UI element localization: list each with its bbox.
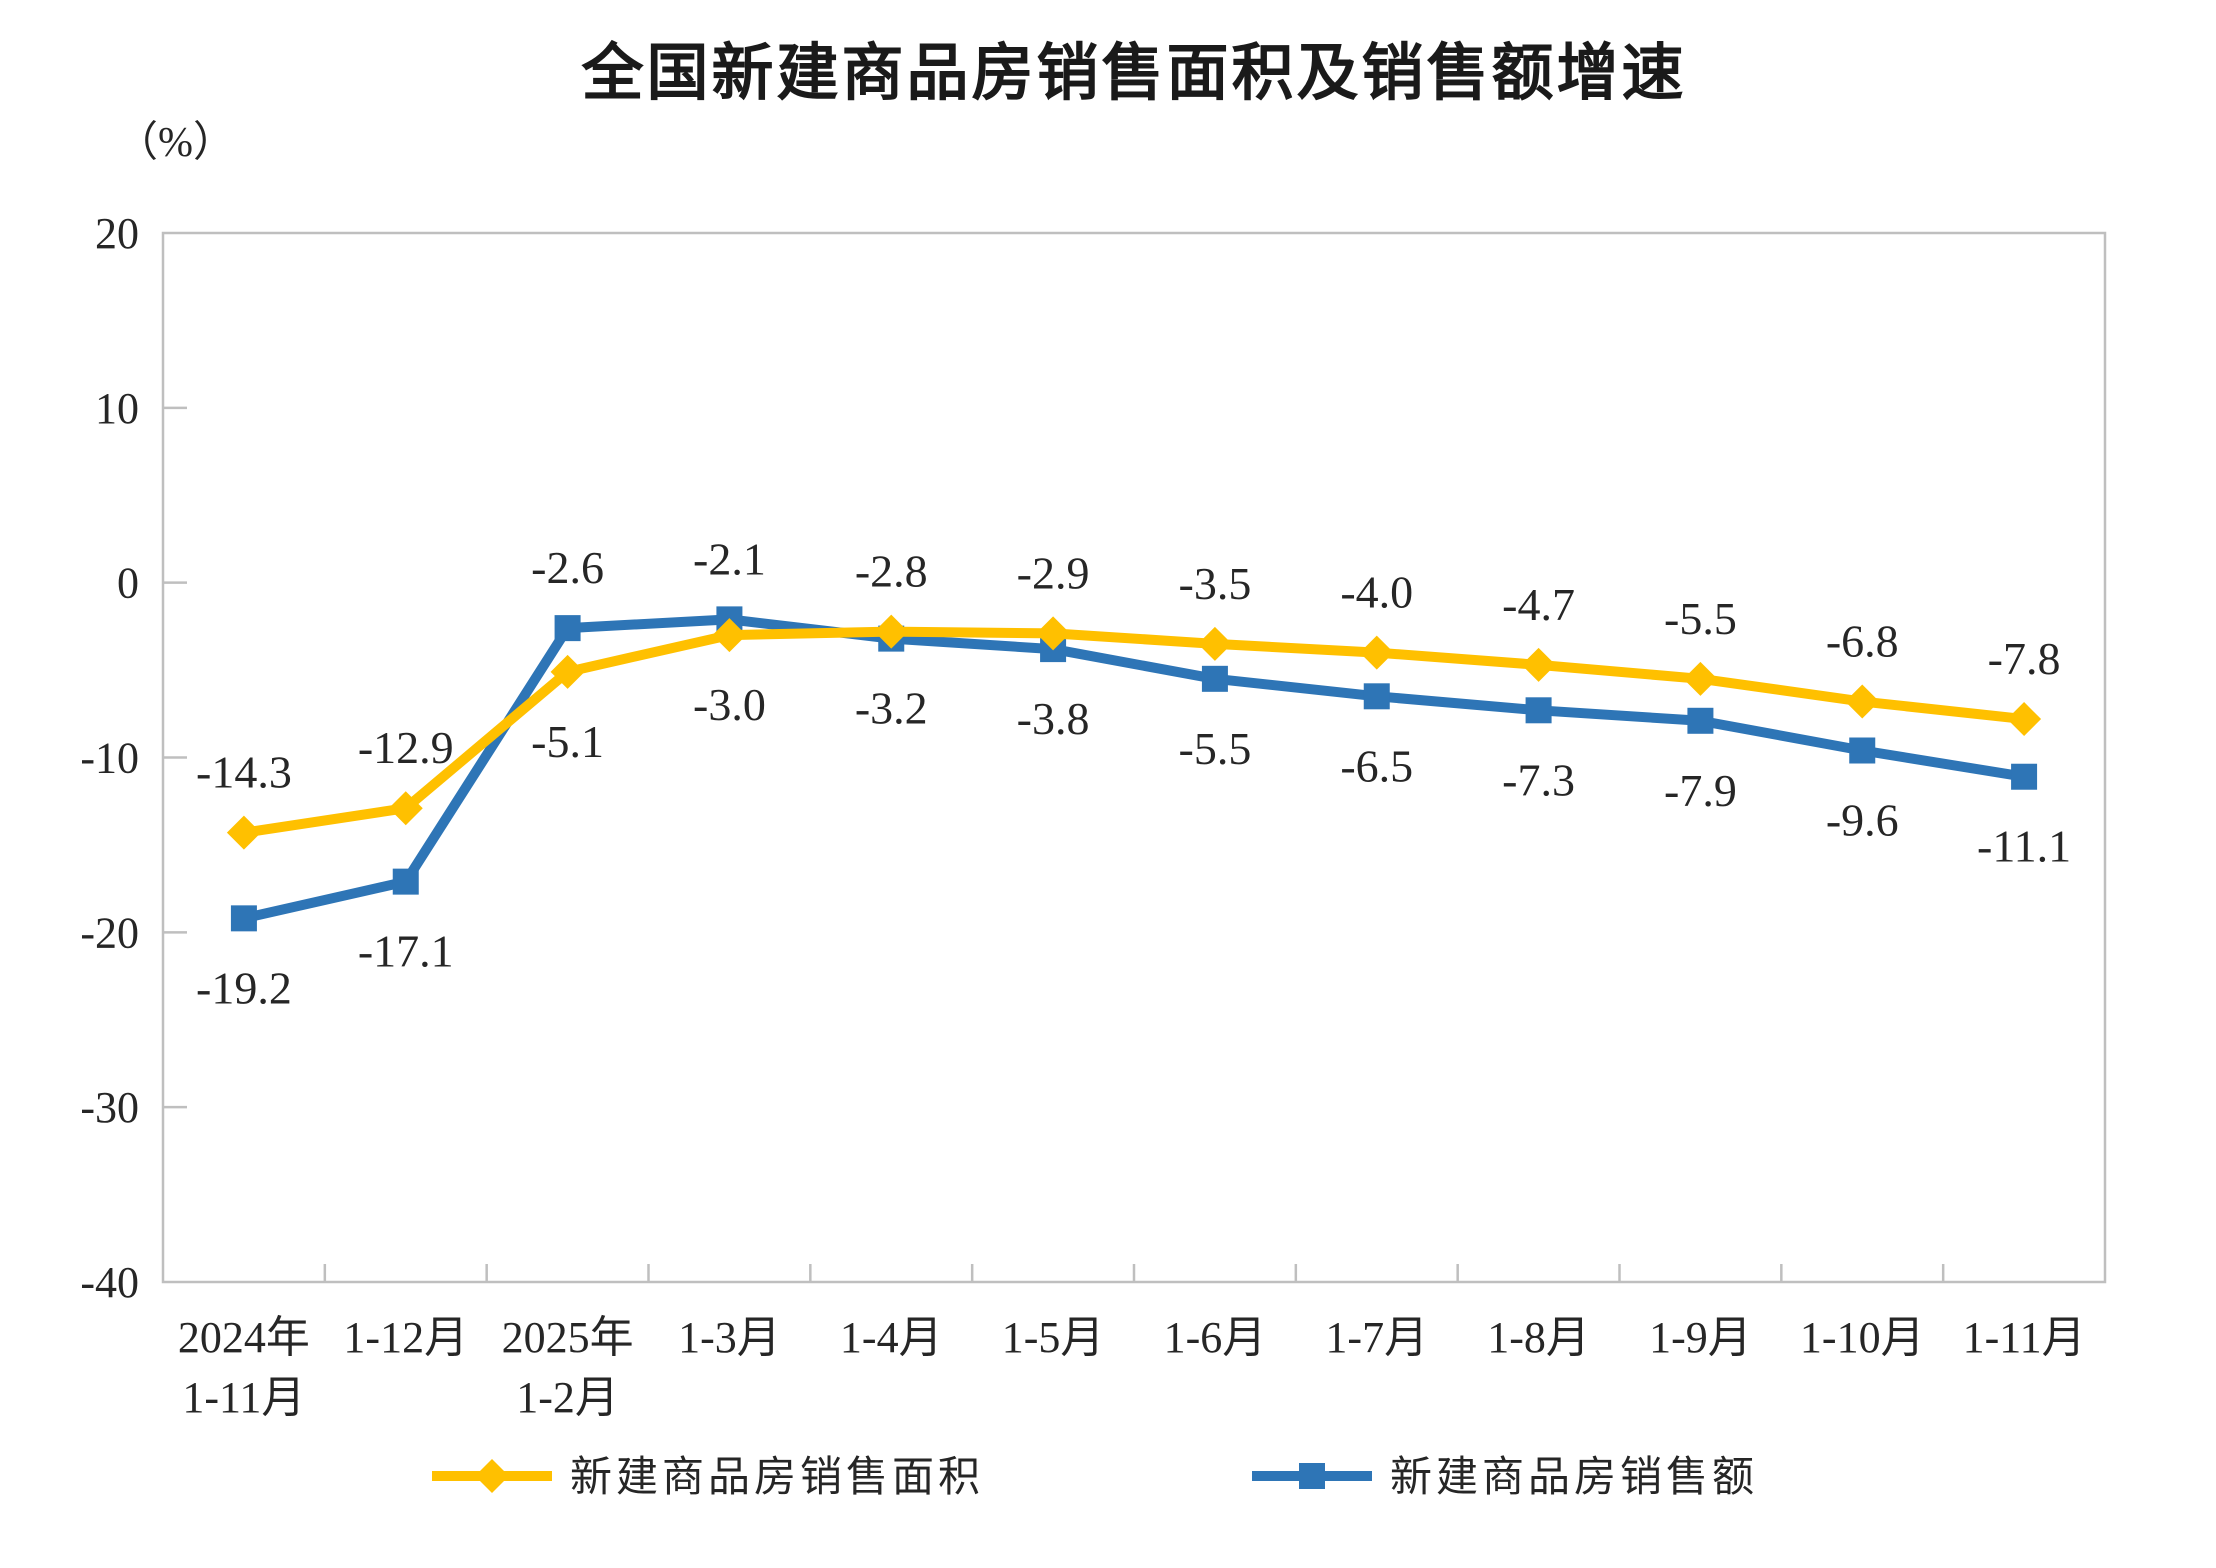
x-axis-label: 1-2月 [516,1373,619,1422]
data-point-marker [550,654,585,689]
y-axis-unit-label: （%） [116,120,235,166]
data-point-marker [226,815,261,850]
data-label: -2.9 [1017,547,1090,598]
data-point-marker [2011,763,2038,790]
x-axis-label: 1-6月 [1164,1313,1267,1362]
data-label: -3.5 [1179,558,1252,609]
data-label: -9.6 [1826,795,1899,846]
y-axis-tick-label: -10 [80,734,139,783]
data-point-marker [1845,684,1880,719]
x-axis-label: 1-11月 [1963,1313,2086,1362]
x-axis-label: 1-3月 [678,1313,781,1362]
legend-marker [475,1459,509,1493]
data-label: -14.3 [196,747,292,798]
data-point-marker [1197,626,1232,661]
data-label: -12.9 [358,722,454,773]
data-label: -19.2 [196,962,292,1013]
data-point-marker [1849,737,1876,764]
data-label: -6.8 [1826,616,1899,667]
data-label: -11.1 [1977,821,2071,872]
data-point-marker [388,791,423,826]
data-point-marker [1359,635,1394,670]
data-point-marker [554,615,581,642]
data-point-marker [2007,702,2042,737]
data-label: -3.8 [1017,693,1090,744]
data-label: -5.5 [1664,593,1737,644]
x-axis-label: 1-12月 [343,1313,468,1362]
data-point-marker [1363,683,1390,710]
x-axis-label: 1-11月 [182,1373,305,1422]
y-axis-tick-label: -20 [80,908,139,957]
legend-label: 新建商品房销售额 [1390,1455,1758,1501]
y-axis-tick-label: -30 [80,1083,139,1132]
data-point-marker [1036,616,1071,651]
data-label: -5.5 [1179,723,1252,774]
y-axis-tick-label: 20 [95,209,139,258]
data-label: -7.8 [1988,633,2061,684]
data-label: -5.1 [531,716,604,767]
data-point-marker [1687,707,1714,734]
data-point-marker [712,618,747,653]
data-point-marker [230,905,257,932]
data-label: -2.1 [693,533,766,584]
data-label: -3.0 [693,679,766,730]
x-axis-label: 1-8月 [1487,1313,1590,1362]
data-point-marker [874,614,909,649]
data-point-marker [392,868,419,895]
plot-frame [161,231,2107,1284]
data-point-marker [1201,665,1228,692]
data-label: -2.6 [531,542,604,593]
chart-title: 全国新建商品房销售面积及销售额增速 [581,39,1687,108]
data-label: -3.2 [855,683,928,734]
data-label: -4.0 [1340,567,1413,618]
y-axis-tick-label: -40 [80,1258,139,1307]
data-label: -2.8 [855,546,928,597]
x-axis-label: 1-5月 [1002,1313,1105,1362]
y-axis-tick-label: 0 [117,559,139,608]
data-label: -4.7 [1502,579,1575,630]
data-label: -7.3 [1502,754,1575,805]
x-axis-label: 1-10月 [1800,1313,1925,1362]
data-label: -7.9 [1664,765,1737,816]
x-axis-label: 1-4月 [840,1313,943,1362]
x-axis-label: 1-7月 [1325,1313,1428,1362]
series-line-新建商品房销售面积 [238,626,2030,838]
data-point-marker [1683,661,1718,696]
data-point-marker [1525,697,1552,724]
x-axis-label: 1-9月 [1649,1313,1752,1362]
x-axis-label: 2024年 [178,1313,310,1362]
series-line-新建商品房销售额 [238,614,2030,924]
data-label: -6.5 [1340,740,1413,791]
x-axis-label: 2025年 [502,1313,634,1362]
y-axis-tick-label: 10 [95,384,139,433]
legend-label: 新建商品房销售面积 [570,1455,984,1501]
data-point-marker [1521,647,1556,682]
legend-marker [1299,1463,1325,1489]
data-label: -17.1 [358,926,454,977]
